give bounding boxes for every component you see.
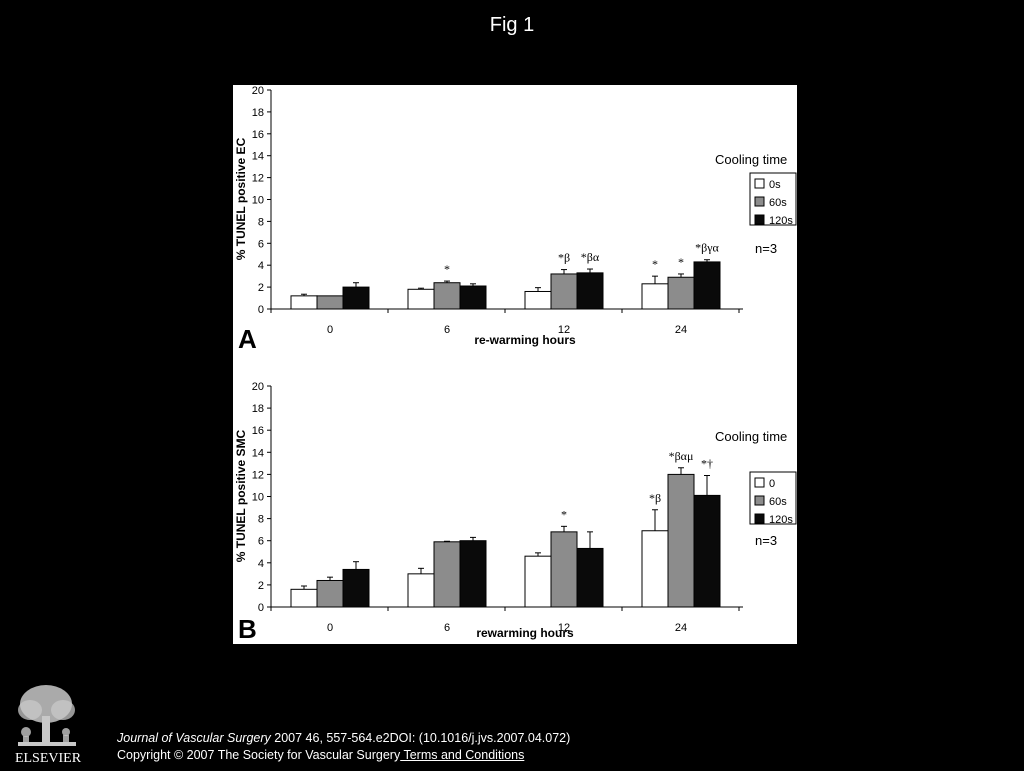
chart-b-y-tick-label: 18 (252, 403, 264, 415)
chart-a-significance-label: * (652, 257, 658, 271)
figure-panel: 0 2 4 6 8 10 12 14 16 18 20 0 6 12 24 * *β *βα * * *βγα% TUN… (233, 85, 797, 644)
chart-b-y-tick-label: 2 (258, 580, 264, 592)
chart-a-y-tick-label: 2 (258, 282, 264, 294)
chart-b-bar (290, 588, 318, 608)
chart-a-significance-label: *β (558, 251, 570, 265)
chart-b-significance-label: *βαμ (669, 449, 694, 463)
chart-b-bar (641, 530, 669, 608)
chart-a-bar (641, 283, 669, 310)
chart-b-y-tick-label: 8 (258, 514, 264, 526)
chart-b-y-tick-label: 14 (252, 447, 264, 459)
chart-a-significance-label: * (444, 262, 450, 276)
elsevier-logo: ELSEVIER (8, 680, 88, 766)
chart-b-legend-label: 120s (769, 514, 793, 526)
chart-a-bar (290, 295, 318, 310)
chart-a-significance-label: * (678, 255, 684, 269)
chart-b-bar (316, 579, 344, 608)
chart-b-x-tick-label: 24 (675, 622, 687, 634)
chart-b-legend-swatch (754, 495, 765, 506)
chart-b-x-tick-label: 12 (558, 622, 570, 634)
chart-a-x-tick-label: 24 (675, 324, 687, 336)
chart-a-bar (524, 290, 552, 310)
citation: Journal of Vascular Surgery 2007 46, 557… (117, 730, 570, 764)
chart-b-x-axis-label: rewarming hours (476, 626, 574, 640)
chart-a-legend-title: Cooling time (715, 152, 787, 167)
chart-b-legend-title: Cooling time (715, 429, 787, 444)
chart-a-y-tick-label: 6 (258, 238, 264, 250)
chart-a-bar (550, 273, 578, 310)
chart-a-significance-label: *βγα (695, 241, 719, 255)
slide-title: Fig 1 (489, 14, 535, 36)
chart-b-legend-label: 0 (769, 478, 775, 490)
chart-b-bar (667, 473, 695, 608)
chart-a-y-tick-label: 4 (258, 260, 264, 272)
chart-a-legend-label: 0s (769, 179, 781, 191)
chart-b-bar (433, 541, 461, 608)
chart-b-y-tick-label: 4 (258, 558, 264, 570)
chart-b-bar (524, 555, 552, 608)
chart-b-legend-label: 60s (769, 496, 787, 508)
chart-b-y-axis-label: % TUNEL positive SMC (234, 429, 248, 562)
chart-b-significance-label: *β (649, 491, 661, 505)
chart-b-bar (550, 531, 578, 608)
chart-a-y-tick-label: 20 (252, 85, 264, 97)
chart-a-panel-label: A (238, 324, 257, 354)
chart-a-y-tick-label: 0 (258, 304, 264, 316)
chart-a-bar (576, 272, 604, 310)
chart-b-bar (576, 547, 604, 608)
journal-name: Journal of Vascular Surgery (117, 731, 271, 745)
terms-and-conditions-link[interactable]: Terms and Conditions (400, 748, 525, 762)
chart-b-bar (459, 540, 487, 608)
chart-a-y-tick-label: 8 (258, 216, 264, 228)
chart-a-x-tick-label: 0 (327, 324, 333, 336)
chart-a-y-tick-label: 10 (252, 195, 264, 207)
chart-b-x-tick-label: 0 (327, 622, 333, 634)
chart-a-legend-swatch (754, 178, 765, 189)
chart-a-bar (316, 295, 344, 310)
chart-a-x-tick-label: 6 (444, 324, 450, 336)
copyright-text: Copyright © 2007 The Society for Vascula… (117, 748, 401, 762)
reference-text: 2007 46, 557-564.e2DOI: (10.1016/j.jvs.2… (270, 731, 571, 745)
chart-b-y-tick-label: 0 (258, 602, 264, 614)
chart-b-sample-size-note: n=3 (755, 533, 777, 548)
chart-a-y-tick-label: 12 (252, 173, 264, 185)
chart-a-legend-label: 120s (769, 215, 793, 227)
chart-a-bar (667, 276, 695, 310)
chart-b-bar (693, 494, 721, 608)
chart-a-y-tick-label: 14 (252, 151, 264, 163)
chart-b-legend-swatch (754, 513, 765, 524)
chart-a-y-tick-label: 16 (252, 129, 264, 141)
chart-a-bar (693, 261, 721, 310)
citation-reference-line: Journal of Vascular Surgery 2007 46, 557… (117, 730, 570, 747)
chart-b-significance-label: * (561, 507, 567, 521)
chart-b-y-tick-label: 6 (258, 536, 264, 548)
chart-a-legend-label: 60s (769, 197, 787, 209)
chart-b-bar (342, 568, 370, 608)
chart-b-x-tick-label: 6 (444, 622, 450, 634)
chart-a-y-tick-label: 18 (252, 107, 264, 119)
chart-b-y-tick-label: 20 (252, 381, 264, 393)
chart-b-y-tick-label: 12 (252, 469, 264, 481)
chart-b-panel-label: B (238, 614, 257, 644)
chart-a-bar (407, 288, 435, 310)
chart-a-x-tick-label: 12 (558, 324, 570, 336)
chart-b-bar (407, 573, 435, 608)
chart-b-significance-label: *† (701, 457, 713, 471)
chart-b-y-tick-label: 16 (252, 425, 264, 437)
chart-a-bar (459, 285, 487, 310)
chart-a-significance-label: *βα (581, 250, 600, 264)
chart-a-sample-size-note: n=3 (755, 241, 777, 256)
chart-a-bar (433, 282, 461, 310)
chart-a-bar (342, 286, 370, 310)
chart-a-legend-swatch (754, 196, 765, 207)
chart-a-y-axis-label: % TUNEL positive EC (234, 137, 248, 260)
citation-copyright-line: Copyright © 2007 The Society for Vascula… (117, 747, 570, 764)
chart-a-legend-swatch (754, 214, 765, 225)
chart-b-y-tick-label: 10 (252, 492, 264, 504)
chart-b-legend-swatch (754, 477, 765, 488)
elsevier-logo-text: ELSEVIER (15, 751, 82, 766)
chart-a-x-axis-label: re-warming hours (474, 333, 576, 347)
